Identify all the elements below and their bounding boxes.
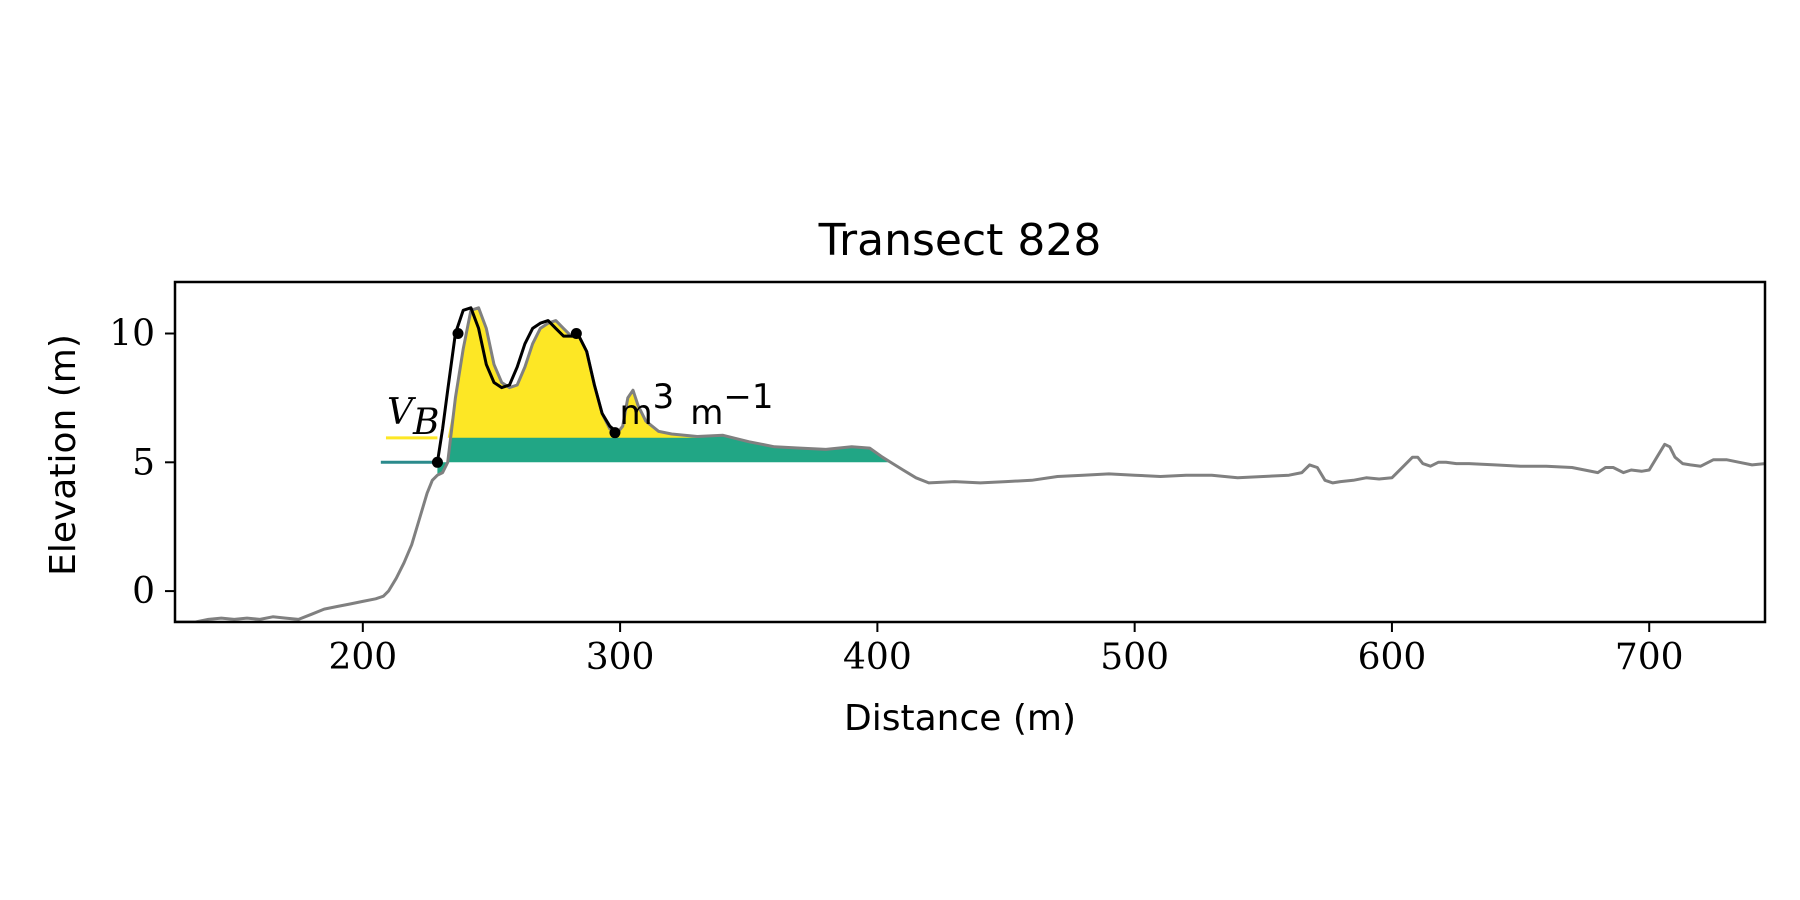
- x-tick-label: 200: [328, 637, 397, 678]
- dune-marker-point: [431, 456, 443, 468]
- plot-area: [175, 306, 1765, 622]
- x-tick-label: 500: [1100, 637, 1169, 678]
- x-tick-label: 300: [586, 637, 655, 678]
- elevation-profile-line: [175, 306, 1765, 622]
- volume-annotation: VB m3 m−1: [387, 377, 773, 443]
- y-ticks: 0 5 10: [109, 314, 175, 612]
- annotation-unit: m: [619, 393, 652, 433]
- annotation-unit-exponent: 3: [653, 377, 675, 417]
- dune-volume-fill: [437, 307, 698, 438]
- annotation-unit-tail: m: [690, 393, 723, 433]
- x-ticks: 200 300 400 500 600 700: [328, 622, 1684, 678]
- x-tick-label: 700: [1615, 637, 1684, 678]
- annotation-symbol: V: [387, 392, 417, 433]
- y-tick-label: 5: [132, 442, 155, 483]
- plot-layer: [175, 306, 1765, 622]
- x-axis-label: Distance (m): [844, 698, 1076, 739]
- dune-marker-point: [452, 328, 464, 340]
- dune-marker-point: [609, 427, 621, 439]
- annotation-unit-tail-exponent: −1: [723, 377, 773, 417]
- plot-frame: [173, 280, 1767, 624]
- annotation-subscript: B: [412, 402, 439, 443]
- dune-outline-line: [435, 306, 619, 463]
- y-tick-label: 0: [132, 571, 155, 612]
- y-tick-label: 10: [109, 314, 155, 355]
- dune-marker-point: [570, 328, 582, 340]
- y-axis-label: Elevation (m): [43, 334, 84, 576]
- x-tick-label: 400: [843, 637, 912, 678]
- chart-title: Transect 828: [818, 215, 1102, 266]
- x-tick-label: 600: [1358, 637, 1427, 678]
